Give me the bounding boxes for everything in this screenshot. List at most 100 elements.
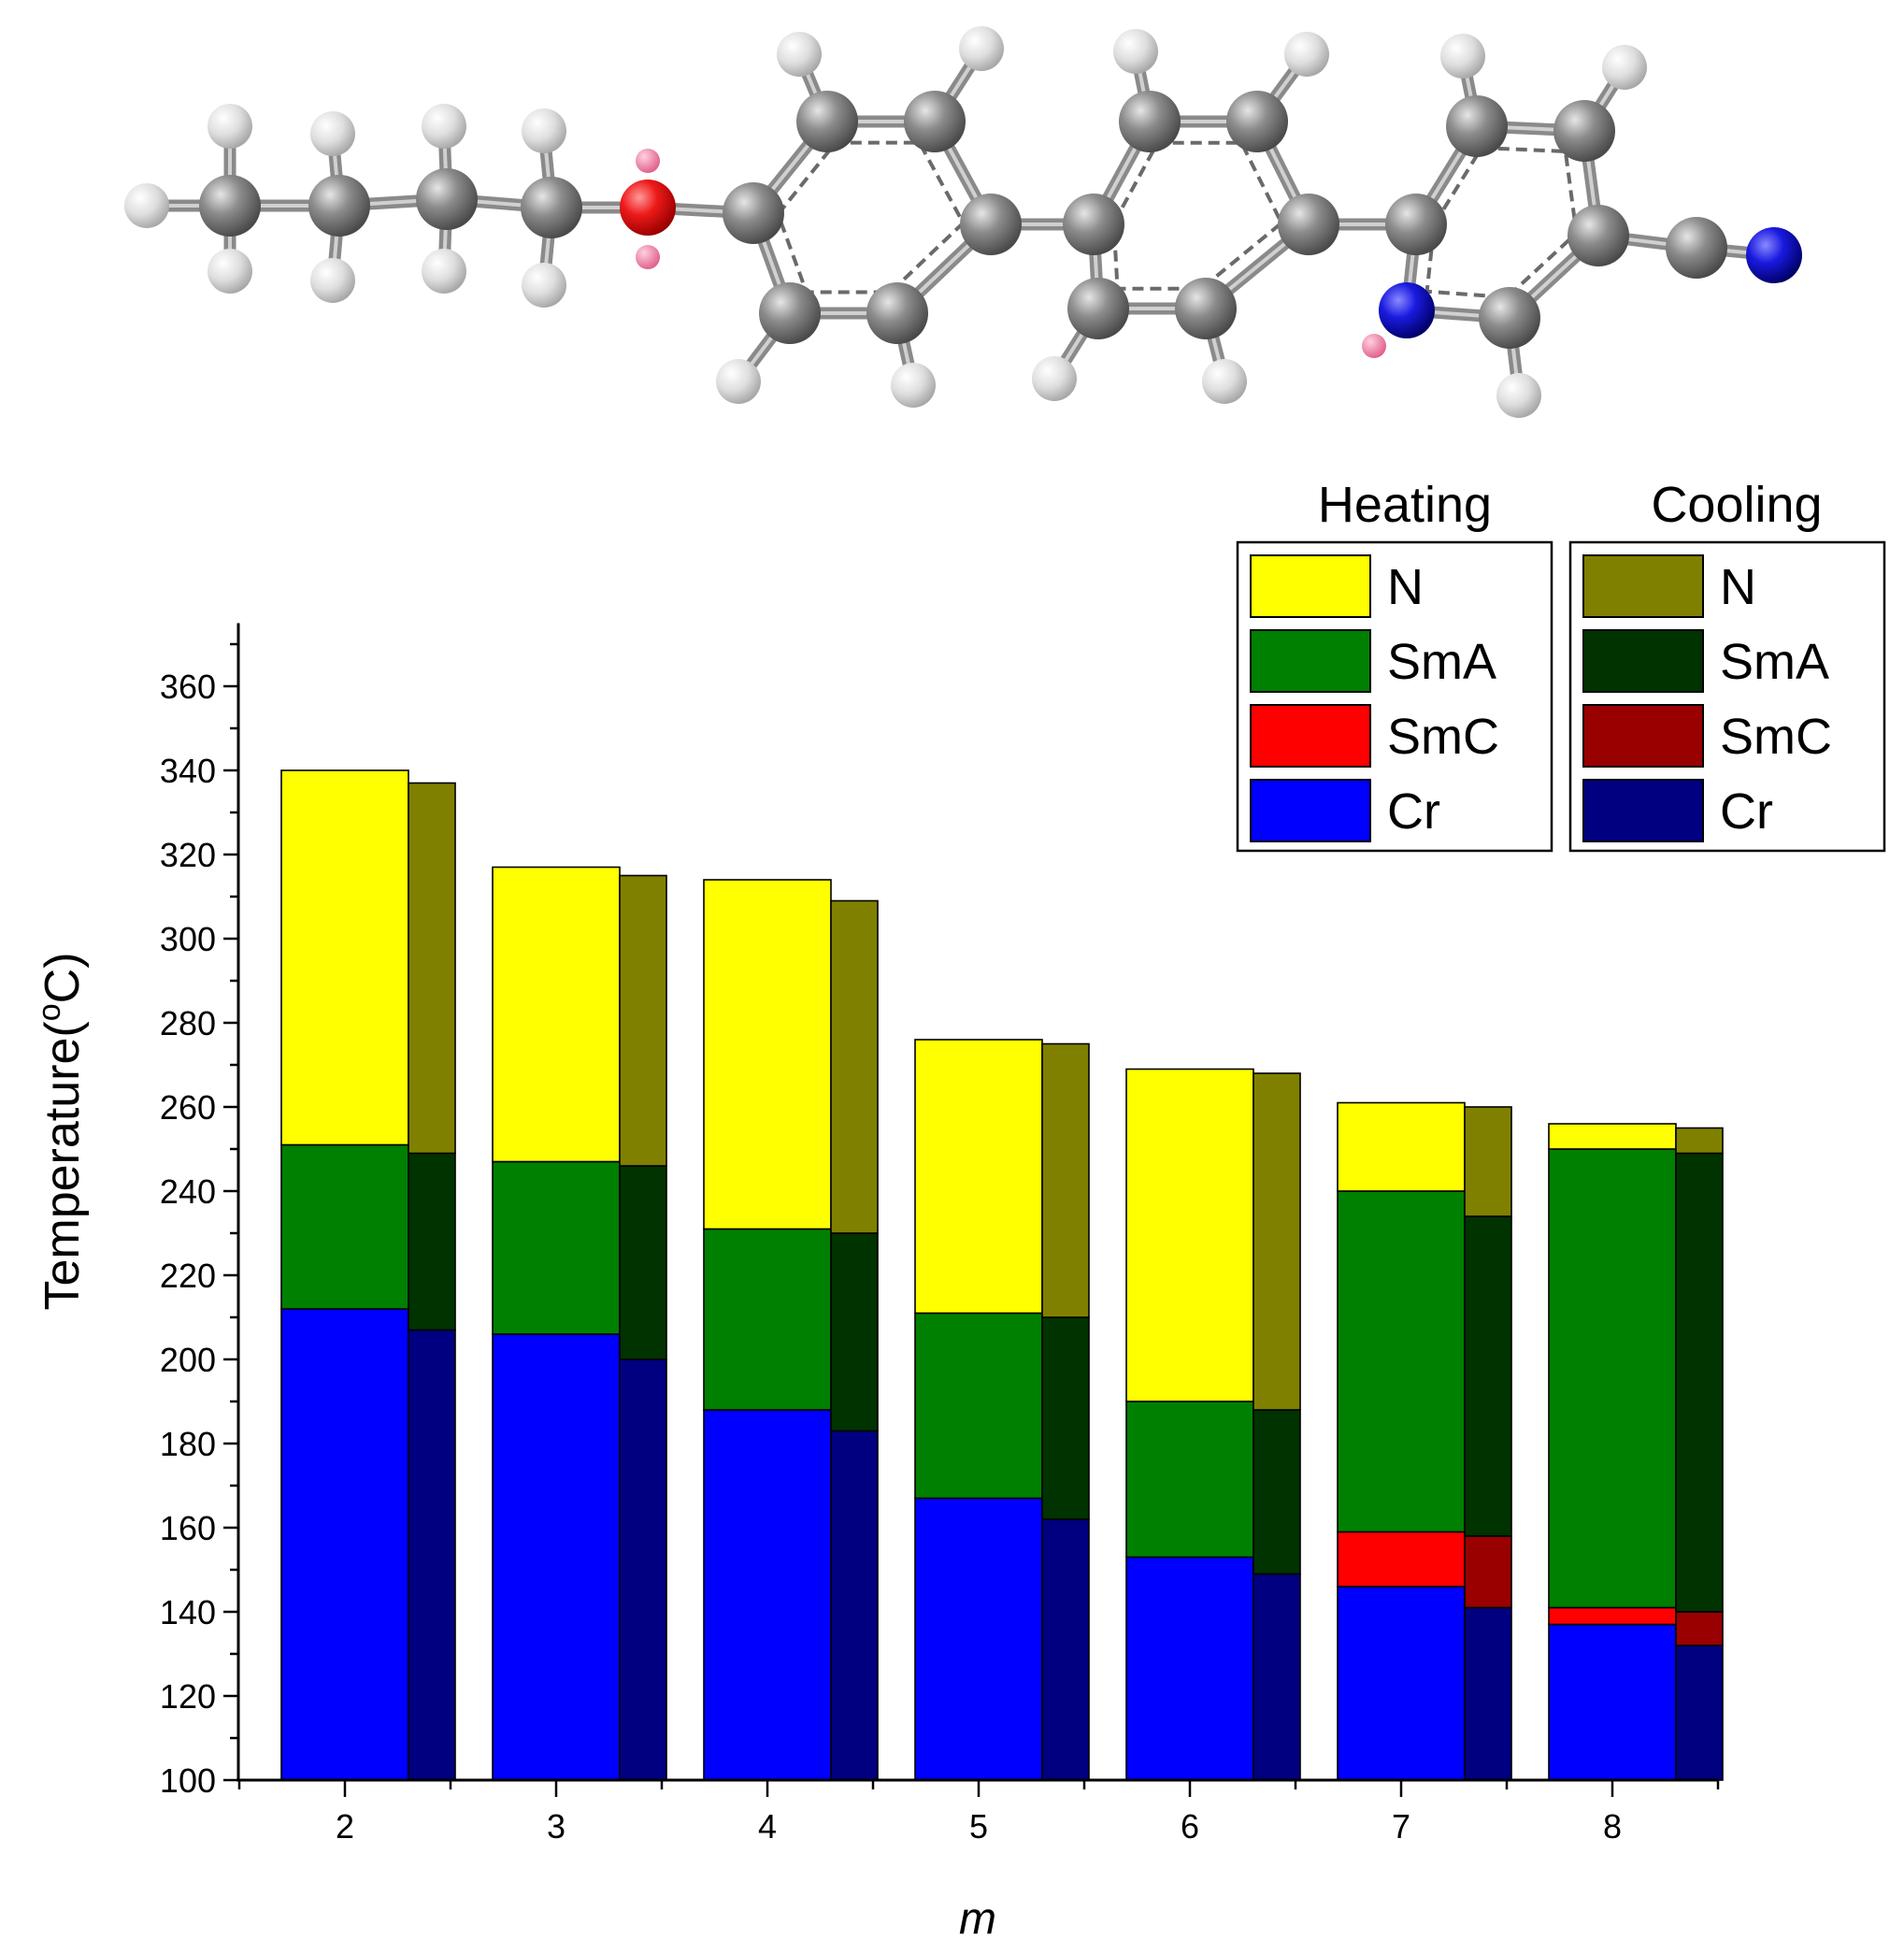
hydrogen-atom	[1202, 359, 1247, 404]
bar-cooling-m7-cr	[1464, 1606, 1512, 1781]
legend-swatch-cooling-n	[1582, 554, 1704, 618]
hydrogen-atom	[1284, 32, 1329, 77]
legend-title-cooling: Cooling	[1651, 477, 1822, 533]
bar-cooling-m2-sma	[408, 1152, 456, 1331]
bar-heating-m7-sma	[1337, 1190, 1466, 1533]
carbon-atom	[1568, 205, 1629, 266]
hydrogen-atom	[959, 26, 1004, 71]
y-axis-label: Temperature(oC)	[32, 952, 90, 1310]
y-tick-label: 100	[160, 1761, 216, 1800]
carbon-atom	[1119, 91, 1181, 152]
legend-swatch-heating-n	[1250, 554, 1371, 618]
hydrogen-atom	[208, 249, 252, 294]
lone-pair-dot	[636, 245, 660, 269]
hydrogen-atom	[208, 104, 252, 149]
y-tick-label: 160	[160, 1509, 216, 1547]
carbon-atom	[199, 175, 261, 237]
carbon-atom	[521, 177, 582, 238]
hydrogen-atom	[310, 258, 355, 303]
bar-cooling-m3-sma	[619, 1165, 667, 1360]
legend-label-heating-n: N	[1387, 559, 1424, 615]
bar-cooling-m2-cr	[408, 1329, 456, 1781]
bar-heating-m8-smc	[1548, 1606, 1677, 1626]
hydrogen-atom	[1496, 373, 1541, 418]
bar-cooling-m7-n	[1464, 1106, 1512, 1217]
carbon-atom	[960, 194, 1022, 255]
bar-heating-m3-n	[492, 866, 621, 1163]
legend-label-heating-sma: SmA	[1387, 634, 1496, 690]
bar-heating-m6-n	[1125, 1068, 1254, 1402]
legend-label-heating-smc: SmC	[1387, 709, 1499, 765]
bar-cooling-m8-n	[1675, 1127, 1724, 1155]
carbon-atom	[1278, 194, 1339, 255]
oxygen-atom	[620, 180, 676, 236]
bar-heating-m2-cr	[280, 1308, 409, 1781]
x-tick-label: 7	[1392, 1807, 1410, 1846]
legend-swatch-heating-sma	[1250, 629, 1371, 693]
hydrogen-atom	[1440, 34, 1485, 79]
bar-cooling-m8-smc	[1675, 1611, 1724, 1646]
nitrogen-atom	[1379, 282, 1435, 338]
bar-heating-m6-sma	[1125, 1401, 1254, 1559]
legend: Heating N SmA SmC Cr Cooling N SmA SmC Cr	[1236, 477, 1886, 853]
y-axis-label-suffix: C)	[36, 952, 90, 1003]
y-tick-label: 360	[160, 668, 216, 706]
hydrogen-atom	[1032, 356, 1077, 401]
hydrogen-atom	[891, 363, 936, 408]
carbon-atom	[1553, 100, 1615, 162]
carbon-atom	[1666, 217, 1727, 279]
y-tick-label: 300	[160, 920, 216, 958]
bar-cooling-m4-sma	[830, 1232, 879, 1432]
nitrogen-atom	[1746, 227, 1802, 283]
bar-heating-m7-n	[1337, 1101, 1466, 1192]
y-tick-label: 260	[160, 1088, 216, 1127]
bar-heating-m3-sma	[492, 1160, 621, 1335]
bar-cooling-m5-sma	[1041, 1316, 1090, 1520]
bar-heating-m4-sma	[703, 1228, 832, 1411]
y-tick-label: 220	[160, 1257, 216, 1295]
bar-cooling-m6-n	[1253, 1072, 1301, 1411]
legend-swatch-heating-cr	[1250, 779, 1371, 842]
bar-cooling-m6-cr	[1253, 1573, 1301, 1781]
lone-pair-dot	[636, 149, 660, 173]
y-axis-label-prefix: Temperature(	[36, 1021, 90, 1311]
y-tick-label: 280	[160, 1004, 216, 1042]
bar-heating-m8-sma	[1548, 1148, 1677, 1609]
hydrogen-atom	[777, 32, 822, 77]
bar-heating-m7-smc	[1337, 1530, 1466, 1588]
phase-transition-chart: 100 120 140 160 180 200 220 240 260 280 300 320 340 3…	[32, 477, 1886, 1944]
hydrogen-atom	[522, 263, 566, 308]
y-tick-label: 340	[160, 752, 216, 790]
bar-cooling-m2-n	[408, 782, 456, 1155]
carbon-atom	[723, 182, 784, 244]
x-axis-label: m	[959, 1894, 996, 1944]
bar-heating-m2-n	[280, 769, 409, 1146]
hydrogen-atom	[422, 249, 466, 294]
legend-swatch-cooling-cr	[1582, 779, 1704, 842]
bar-heating-m2-sma	[280, 1143, 409, 1310]
x-tick-label: 3	[547, 1807, 565, 1846]
hydrogen-atom	[310, 111, 355, 156]
legend-label-cooling-sma: SmA	[1720, 634, 1829, 690]
y-tick-label: 320	[160, 836, 216, 874]
hydrogen-atom	[716, 359, 761, 404]
hydrogen-atom	[1602, 45, 1647, 90]
legend-swatch-heating-smc	[1250, 704, 1371, 768]
bar-heating-m4-n	[703, 879, 832, 1230]
bar-heating-m5-n	[914, 1039, 1043, 1315]
bar-cooling-m5-n	[1041, 1042, 1090, 1318]
carbon-atom	[1479, 287, 1540, 349]
bar-cooling-m6-sma	[1253, 1409, 1301, 1575]
legend-swatch-cooling-smc	[1582, 704, 1704, 768]
bar-cooling-m4-n	[830, 899, 879, 1234]
carbon-atom	[308, 175, 370, 237]
carbon-atom	[1385, 194, 1447, 255]
y-tick-label: 180	[160, 1425, 216, 1463]
carbon-atom	[1067, 278, 1129, 339]
carbon-atom	[1063, 194, 1124, 255]
bar-heating-m4-cr	[703, 1409, 832, 1781]
molecule-model-image	[124, 26, 1802, 418]
carbon-atom	[759, 282, 821, 344]
bar-cooling-m4-cr	[830, 1430, 879, 1781]
